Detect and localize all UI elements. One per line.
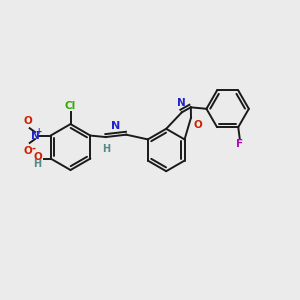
- Text: N: N: [111, 121, 121, 130]
- Text: Cl: Cl: [65, 101, 76, 111]
- Text: -: -: [32, 144, 35, 154]
- Text: N: N: [178, 98, 186, 108]
- Text: H: H: [33, 159, 41, 169]
- Text: N: N: [31, 130, 39, 141]
- Text: O: O: [194, 120, 203, 130]
- Text: H: H: [102, 143, 110, 154]
- Text: +: +: [36, 127, 42, 136]
- Text: O: O: [33, 152, 42, 162]
- Text: O: O: [24, 146, 33, 156]
- Text: F: F: [236, 139, 243, 149]
- Text: O: O: [24, 116, 33, 126]
